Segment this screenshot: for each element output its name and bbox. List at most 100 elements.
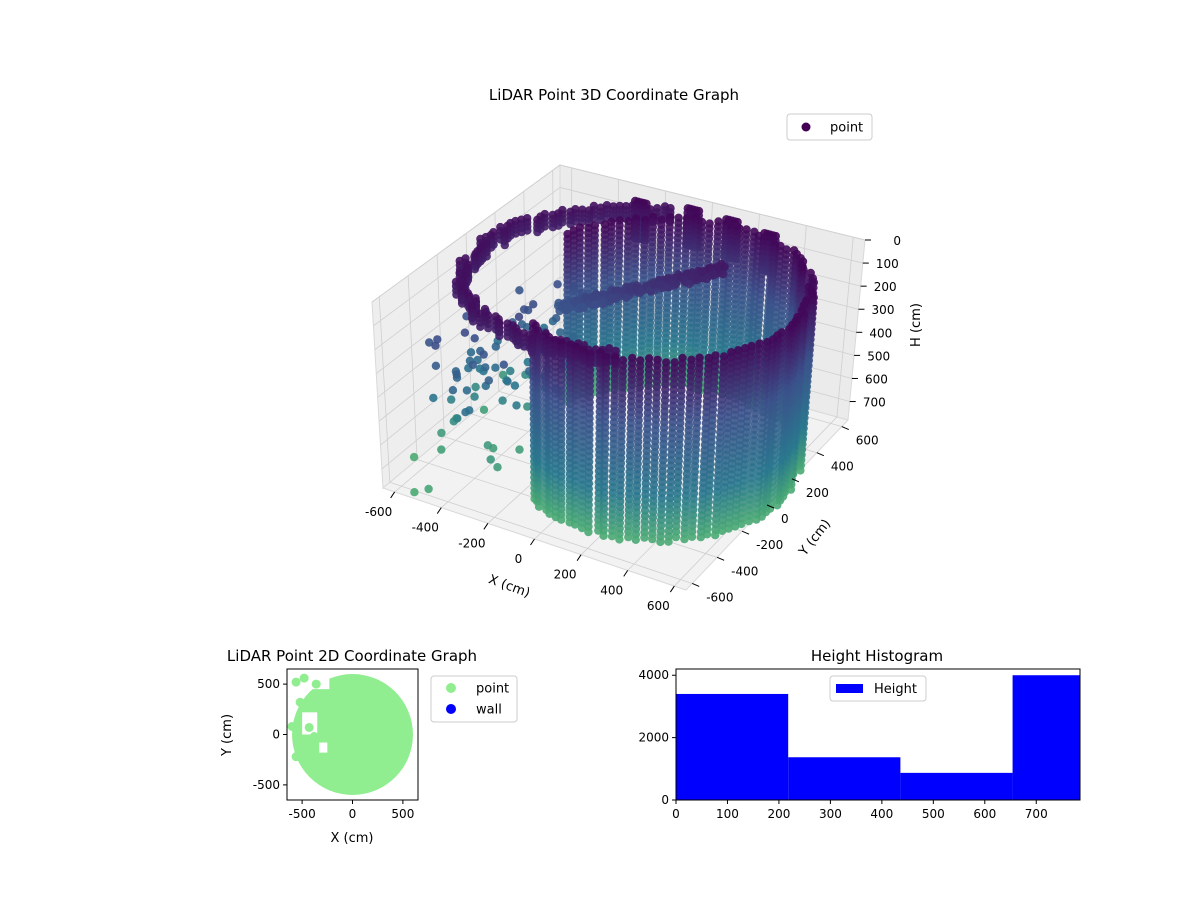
chart-3d-point [744, 517, 754, 526]
chart-3d-point [461, 408, 470, 417]
chart-2d-ytick-label: -500 [253, 778, 280, 792]
chart-hist-xtick-label: 200 [767, 807, 790, 821]
chart-3d-point [648, 534, 657, 544]
chart-hist-xtick-label: 400 [870, 807, 893, 821]
chart-3d-point [687, 532, 697, 541]
chart-3d-legend: point [786, 113, 873, 141]
chart-3d-point [548, 223, 558, 232]
chart-3d-point [468, 360, 477, 370]
chart-3d-grid-z-left [377, 254, 561, 398]
chart-3d-point [637, 287, 646, 296]
chart-3d-point [479, 405, 489, 414]
chart-3d-point [515, 286, 524, 295]
chart-2d-legend-label-wall: wall [476, 703, 502, 718]
chart-3d-xtick [483, 523, 489, 530]
chart-3d-ytick-label: -400 [731, 564, 758, 578]
chart-3d-grid-z-left [371, 164, 561, 303]
chart-3d-point [562, 302, 571, 311]
chart-3d-xtick [436, 507, 442, 514]
chart-3d-point [483, 441, 492, 450]
chart-3d-point [410, 488, 419, 497]
chart-3d-point [579, 303, 588, 313]
chart-3d-ytick-label: -200 [756, 538, 783, 552]
chart-hist-ytick-label: 0 [661, 793, 669, 807]
chart-3d-point [570, 520, 580, 529]
chart-3d-point [624, 532, 633, 542]
chart-3d-ztick-label: 300 [872, 303, 895, 317]
chart-3d-point [481, 363, 490, 372]
chart-3d-grid-y-floor [389, 481, 693, 584]
chart-3d-point [697, 267, 707, 277]
chart-3d-point [499, 360, 508, 369]
chart-3d-point [468, 317, 478, 326]
chart-3d-xlabel: X (cm) [486, 572, 532, 601]
chart-3d: LiDAR Point 3D Coordinate Graph -600 -400… [365, 86, 924, 613]
chart-3d-axes: -600-400-2000200400600-600-400-200020040… [365, 234, 901, 613]
chart-3d-point [460, 328, 470, 337]
chart-3d-point [671, 532, 681, 542]
chart-3d-point [452, 370, 461, 379]
chart-3d-point [584, 527, 593, 537]
chart-3d-ztick-label: 600 [865, 372, 888, 386]
chart-3d-point [696, 533, 705, 542]
chart-hist-bar [788, 757, 901, 800]
chart-3d-point [557, 515, 566, 524]
chart-2d-plot: -500 0 500 -500 0 500 [253, 668, 419, 821]
chart-3d-point [500, 240, 509, 250]
chart-3d-point [718, 270, 728, 279]
chart-hist-title: Height Histogram [811, 647, 943, 665]
chart-3d-point [523, 402, 532, 411]
chart-3d-point [622, 293, 631, 302]
chart-hist-legend-swatch [836, 684, 863, 693]
chart-3d-point [534, 502, 544, 511]
chart-3d-point [717, 526, 727, 535]
chart-2d-point [304, 722, 314, 732]
chart-3d-point [625, 284, 634, 294]
chart-hist-xtick-label: 600 [973, 807, 996, 821]
chart-hist-bar [900, 772, 1013, 800]
chart-3d-point [556, 328, 565, 337]
chart-2d-ytick-label: 500 [257, 677, 280, 691]
chart-3d-grid-y-left [436, 254, 445, 437]
chart-2d-legend-label-point: point [476, 682, 509, 697]
chart-3d-point [462, 386, 472, 395]
chart-3d-title: LiDAR Point 3D Coordinate Graph [489, 86, 739, 104]
chart-2d-point [287, 721, 297, 731]
chart-3d-xtick-label: -600 [365, 505, 392, 519]
chart-3d-point [615, 535, 624, 544]
chart-3d-ytick-label: -600 [706, 590, 733, 604]
chart-3d-point [437, 445, 446, 454]
chart-3d-xtick [390, 491, 396, 499]
chart-3d-point [431, 361, 441, 370]
chart-hist-bar [676, 693, 789, 800]
chart-3d-point [520, 305, 529, 314]
chart-3d-xtick [669, 585, 675, 593]
chart-3d-ztick-label: 100 [876, 257, 899, 271]
chart-3d-point [510, 381, 520, 390]
chart-3d-ytick [816, 452, 825, 457]
chart-3d-point [470, 265, 479, 274]
chart-3d-point [702, 274, 711, 284]
chart-3d-point [711, 531, 720, 540]
chart-3d-point [517, 320, 527, 329]
chart-3d-legend-label: point [830, 121, 863, 136]
chart-3d-xtick-label: -400 [412, 521, 439, 535]
chart-3d-ytick [766, 504, 775, 509]
chart-3d-point [471, 382, 480, 392]
chart-3d-point [752, 515, 761, 524]
chart-3d-point [470, 392, 479, 401]
chart-3d-point [566, 219, 575, 229]
chart-3d-point [512, 401, 521, 410]
chart-3d-point [484, 376, 493, 385]
chart-3d-point [433, 335, 442, 344]
chart-2d-gap [319, 742, 328, 753]
chart-2d-title: LiDAR Point 2D Coordinate Graph [227, 647, 477, 665]
chart-3d-ztick-label: 400 [869, 326, 892, 340]
chart-3d-point [724, 524, 733, 533]
chart-hist-xtick-label: 500 [922, 807, 945, 821]
chart-hist-ytick-label: 4000 [638, 668, 669, 682]
chart-3d-xtick-label: 600 [647, 599, 670, 613]
chart-2d-point [291, 752, 301, 762]
chart-3d-point [491, 342, 500, 351]
